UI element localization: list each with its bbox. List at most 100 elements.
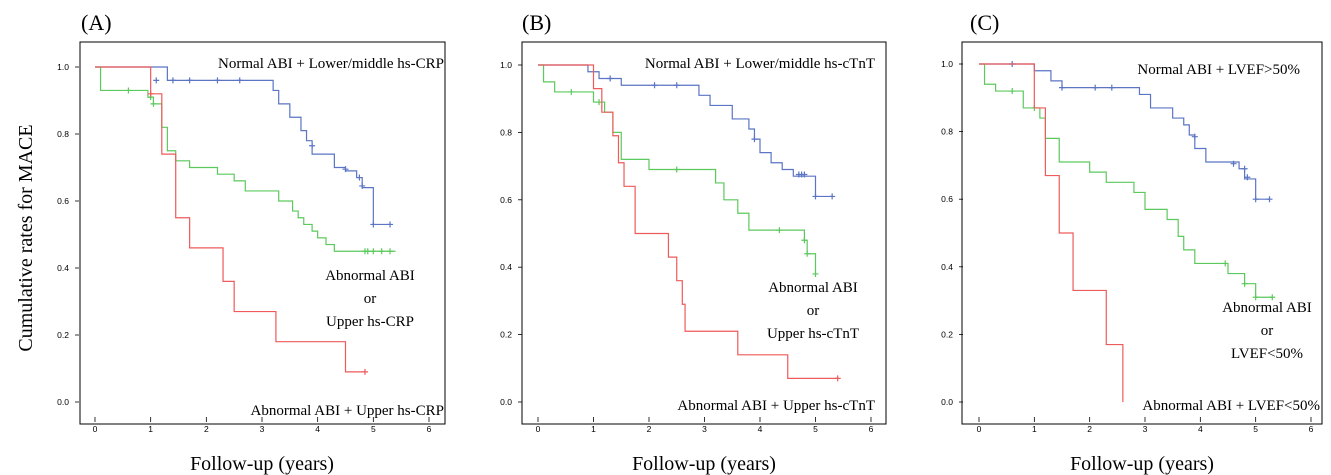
censor-mark-blue — [214, 77, 221, 84]
survival-curve-green — [538, 64, 817, 274]
y-tick-label: 0.4 — [500, 262, 512, 272]
censor-mark-green — [801, 237, 808, 244]
censor-mark-blue — [1244, 174, 1251, 181]
annotation-mixed-group-line3: Upper hs-cTnT — [767, 326, 859, 342]
censor-mark-blue — [236, 77, 243, 84]
panel-b: (B) 0.0 0.2 0.4 0.6 0.8 1.0 0 1 2 3 4 5 6 Follow-up… — [500, 10, 887, 475]
x-tick-label: 4 — [1198, 424, 1203, 434]
censor-mark-green — [1252, 294, 1259, 301]
censor-mark-green — [1241, 280, 1248, 287]
x-tick-label: 3 — [260, 424, 265, 434]
y-tick-label: 0.2 — [941, 329, 953, 339]
survival-curve-green — [95, 66, 396, 252]
censor-mark-blue — [1191, 133, 1198, 140]
annotation-mixed-group-line2: or — [364, 291, 377, 307]
annotation-abnormal-group: Abnormal ABI + Upper hs-cTnT — [677, 398, 875, 414]
x-tick-label: 2 — [647, 424, 652, 434]
y-tick-label: 0.4 — [57, 263, 69, 273]
censor-mark-blue — [801, 171, 808, 178]
censor-mark-blue — [342, 166, 349, 173]
censor-mark-blue — [1241, 165, 1248, 172]
censor-mark-blue — [607, 75, 614, 82]
x-tick-label: 5 — [371, 424, 376, 434]
x-tick-label: 0 — [536, 424, 541, 434]
censor-mark-red — [147, 90, 154, 97]
x-tick-label: 3 — [1143, 424, 1148, 434]
y-tick-label: 0.8 — [500, 127, 512, 137]
censor-mark-blue — [1266, 196, 1273, 203]
censor-mark-blue — [829, 193, 836, 200]
y-tick-label: 0.0 — [500, 397, 512, 407]
y-tick-label: 1.0 — [941, 59, 953, 69]
survival-curve-blue — [538, 64, 833, 198]
censor-mark-blue — [1059, 84, 1065, 91]
censor-mark-green — [378, 248, 385, 255]
panel-label: (B) — [522, 10, 551, 35]
y-tick-label: 0.2 — [57, 330, 69, 340]
censor-mark-red — [361, 368, 368, 375]
x-tick-label: 6 — [869, 424, 874, 434]
censor-mark-green — [568, 88, 575, 95]
annotation-abnormal-group: Abnormal ABI + LVEF<50% — [1142, 398, 1320, 414]
censor-mark-blue — [1092, 84, 1099, 91]
annotation-mixed-group-line2: or — [1261, 323, 1274, 339]
plot-frame — [521, 41, 887, 425]
x-tick-label: 2 — [204, 424, 209, 434]
censor-mark-green — [370, 248, 377, 255]
censor-mark-blue — [370, 221, 377, 228]
censor-mark-blue — [1252, 196, 1259, 203]
plot-frame — [961, 41, 1323, 425]
x-tick-label: 4 — [758, 424, 763, 434]
annotation-normal-group: Normal ABI + LVEF>50% — [1137, 62, 1300, 78]
censor-mark-blue — [651, 82, 658, 89]
x-tick-label: 1 — [1032, 424, 1037, 434]
x-tick-label: 4 — [315, 424, 320, 434]
censor-mark-green — [776, 227, 783, 234]
censor-mark-blue — [812, 193, 819, 200]
annotation-abnormal-group: Abnormal ABI + Upper hs-CRP — [251, 403, 444, 419]
censor-mark-blue — [309, 142, 316, 149]
x-tick-label: 6 — [1309, 424, 1314, 434]
censor-mark-green — [125, 87, 132, 94]
y-tick-label: 0.8 — [941, 127, 953, 137]
survival-curve-blue — [979, 63, 1270, 200]
y-tick-label: 0.6 — [941, 194, 953, 204]
annotation-mixed-group-line1: Abnormal ABI — [1222, 300, 1312, 316]
censor-mark-green — [1009, 88, 1016, 95]
y-tick-label: 0.4 — [941, 262, 953, 272]
panel-c: (C) 0.0 0.2 0.4 0.6 0.8 1.0 0 1 2 3 4 5 6 Follow-up… — [941, 10, 1323, 475]
censor-mark-blue — [1108, 84, 1115, 91]
annotation-normal-group: Normal ABI + Lower/middle hs-cTnT — [645, 56, 875, 72]
censor-mark-green — [364, 248, 371, 255]
x-axis-label: Follow-up (years) — [1070, 453, 1214, 475]
x-tick-label: 5 — [813, 424, 818, 434]
censor-mark-green — [387, 248, 394, 255]
censor-mark-green — [673, 166, 680, 173]
annotation-mixed-group-line2: or — [807, 303, 820, 319]
censor-mark-green — [596, 99, 603, 106]
x-tick-label: 1 — [148, 424, 153, 434]
y-tick-label: 0.2 — [500, 330, 512, 340]
y-tick-label: 1.0 — [500, 60, 512, 70]
censor-mark-blue — [751, 136, 758, 143]
x-tick-label: 3 — [702, 424, 707, 434]
y-axis-label: Cumulative rates for MACE — [15, 124, 37, 351]
survival-curve-green — [979, 63, 1273, 298]
annotation-mixed-group-line3: Upper hs-CRP — [326, 314, 414, 330]
x-tick-label: 6 — [427, 424, 432, 434]
y-tick-label: 0.0 — [57, 397, 69, 407]
y-tick-label: 0.6 — [500, 195, 512, 205]
panel-label: (C) — [970, 10, 999, 35]
annotation-normal-group: Normal ABI + Lower/middle hs-CRP — [218, 56, 444, 72]
censor-mark-blue — [153, 77, 160, 84]
x-tick-label: 0 — [93, 424, 98, 434]
censor-mark-green — [812, 270, 819, 277]
survival-curve-red — [95, 66, 365, 373]
censor-mark-green — [1269, 294, 1276, 301]
plot-frame — [79, 41, 446, 425]
y-tick-label: 0.6 — [57, 196, 69, 206]
x-tick-label: 2 — [1087, 424, 1092, 434]
annotation-mixed-group-line3: LVEF<50% — [1231, 346, 1303, 362]
x-tick-label: 1 — [591, 424, 596, 434]
censor-mark-blue — [169, 77, 176, 84]
